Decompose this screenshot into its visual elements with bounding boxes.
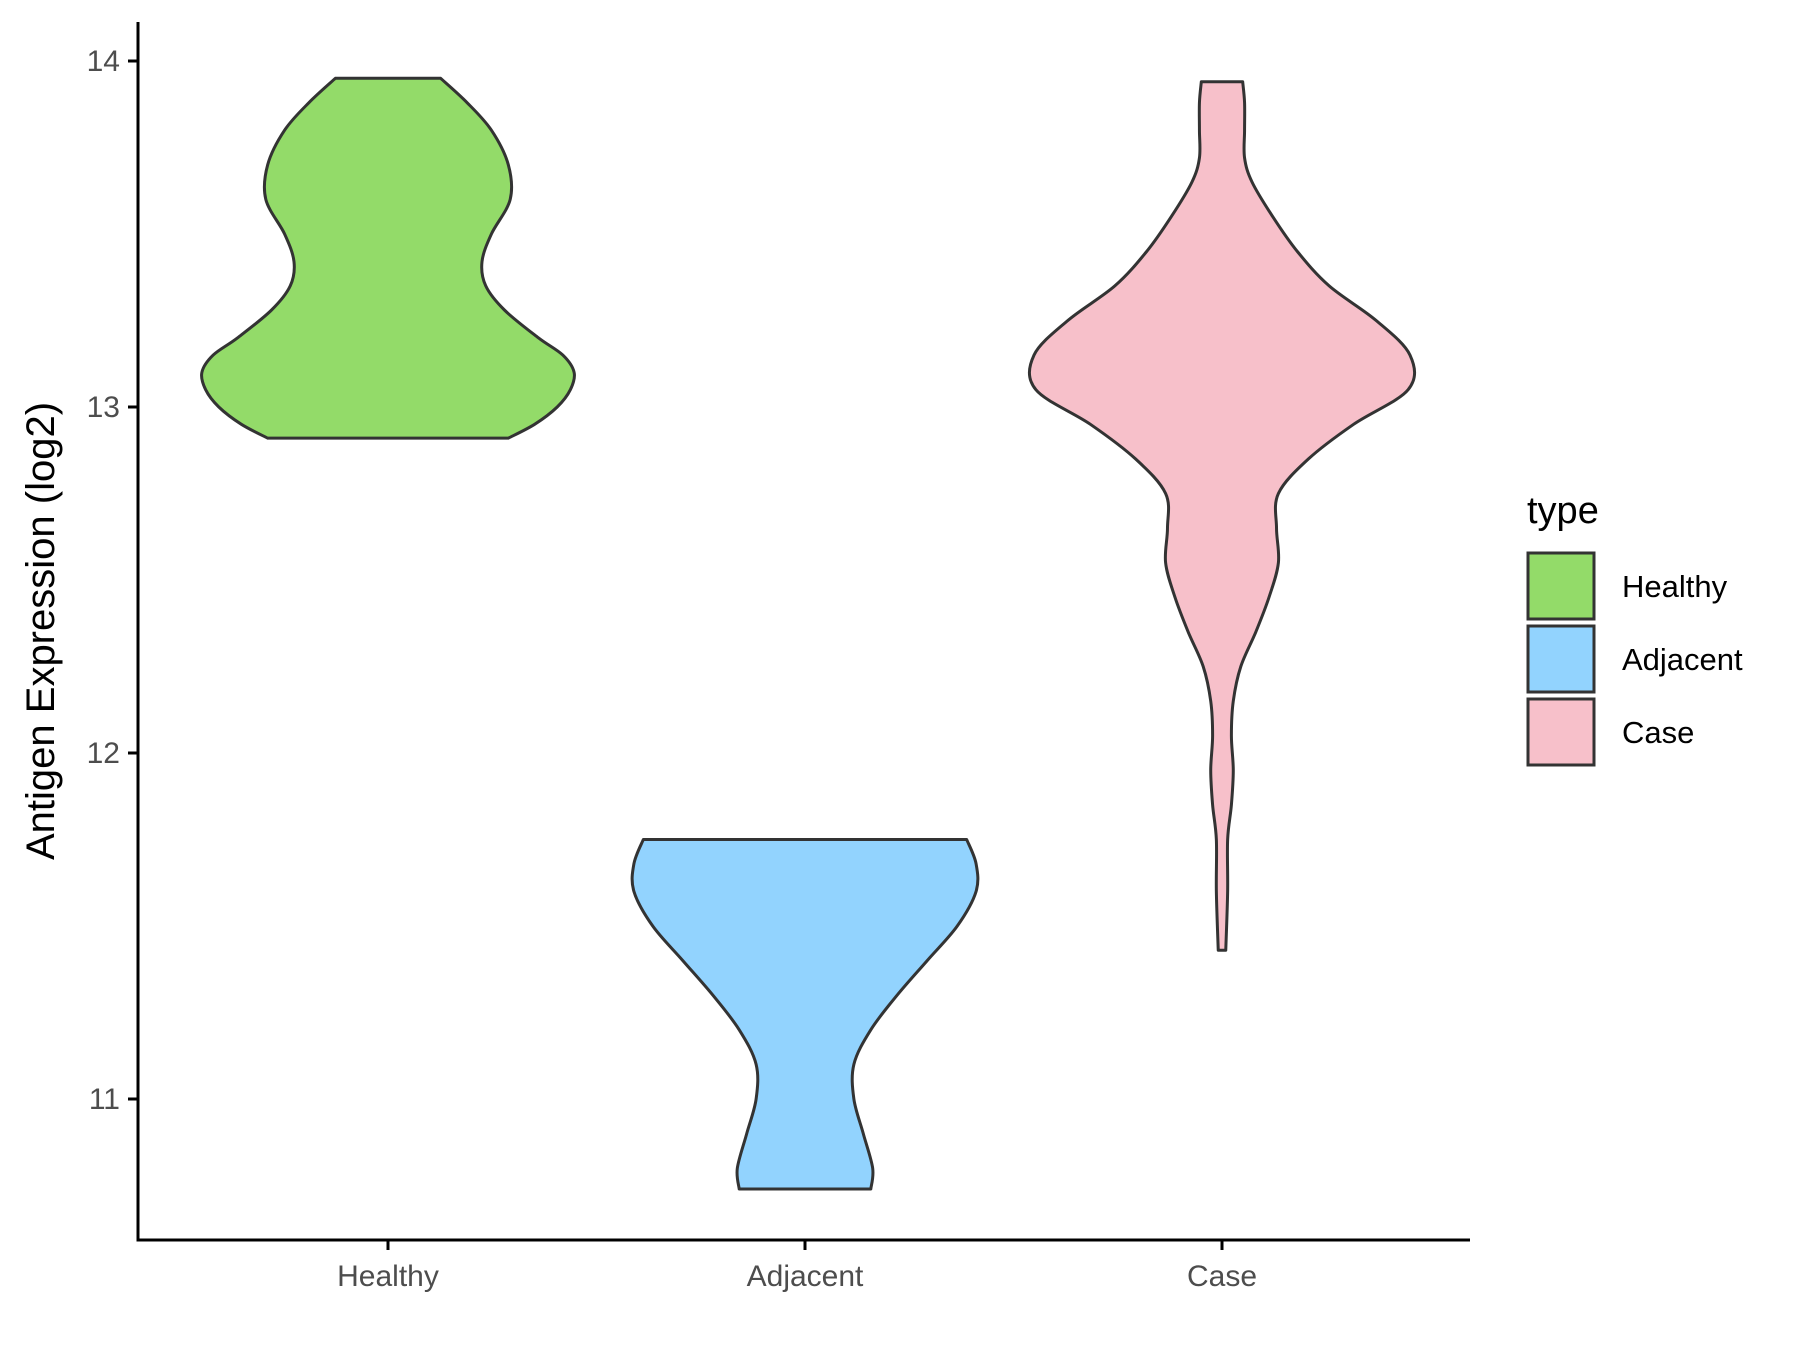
y-ticks: 11 12 13 14 bbox=[87, 45, 138, 1116]
legend-label-case: Case bbox=[1622, 715, 1694, 750]
legend-label-healthy: Healthy bbox=[1622, 569, 1728, 604]
y-tick-label: 12 bbox=[87, 737, 120, 770]
x-tick-label: Healthy bbox=[337, 1260, 439, 1293]
legend-swatch-case bbox=[1526, 697, 1596, 767]
violin-case bbox=[1027, 80, 1417, 952]
violin-healthy bbox=[200, 76, 576, 440]
x-ticks: Healthy Adjacent Case bbox=[337, 1240, 1257, 1293]
violins-layer bbox=[200, 76, 1417, 1191]
legend-title: type bbox=[1527, 490, 1599, 532]
y-axis-title: Antigen Expression (log2) bbox=[19, 402, 63, 860]
legend-items: Healthy Adjacent Case bbox=[1526, 551, 1743, 767]
axes-layer: 11 12 13 14 Healthy Adjacent Case bbox=[87, 22, 1470, 1293]
y-tick-label: 11 bbox=[89, 1083, 120, 1116]
y-tick-label: 14 bbox=[87, 45, 120, 78]
x-tick-label: Adjacent bbox=[747, 1260, 864, 1293]
violin-adjacent bbox=[630, 838, 980, 1191]
x-tick-label: Case bbox=[1187, 1260, 1257, 1293]
legend-label-adjacent: Adjacent bbox=[1622, 642, 1743, 677]
legend: type Healthy Adjacent Case bbox=[1526, 490, 1743, 767]
legend-swatch-adjacent bbox=[1526, 624, 1596, 694]
y-tick-label: 13 bbox=[87, 391, 120, 424]
legend-swatch-healthy bbox=[1526, 551, 1596, 621]
